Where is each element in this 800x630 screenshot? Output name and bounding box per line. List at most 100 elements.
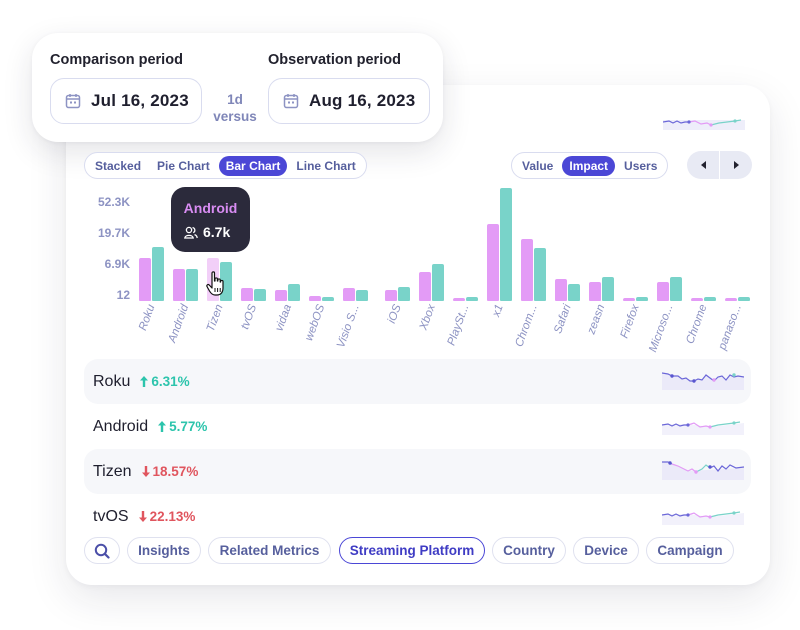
period-gap: 1d versus [209, 91, 261, 125]
tab-users[interactable]: Users [624, 158, 658, 173]
row-delta-value: 6.31% [151, 374, 190, 389]
row-delta-value: 22.13% [149, 509, 196, 524]
list-row-android[interactable]: Android 5.77% [84, 404, 751, 449]
bar-ios-comparison[interactable] [385, 290, 397, 301]
row-delta-value: 5.77% [169, 419, 208, 434]
search-icon [94, 543, 110, 559]
arrow-up-icon [140, 376, 149, 387]
list-row-tvos[interactable]: tvOS 22.13% [84, 494, 751, 539]
row-delta: 18.57% [141, 464, 199, 479]
comparison-date: Jul 16, 2023 [91, 91, 189, 110]
bar-microsoft-observation[interactable] [670, 277, 682, 301]
row-delta: 6.31% [140, 374, 190, 389]
row-name: Tizen [93, 462, 132, 480]
bar-roku-comparison[interactable] [139, 258, 151, 301]
bar-tvos-comparison[interactable] [241, 288, 253, 301]
y-tick: 52.3K [97, 195, 130, 209]
bar-panasonic-observation[interactable] [738, 297, 750, 301]
triangle-left-icon [700, 161, 706, 169]
bar-safari-observation[interactable] [568, 284, 580, 301]
calendar-icon [65, 94, 81, 109]
sparkline [662, 461, 744, 480]
tab-insights[interactable]: Insights [127, 537, 201, 564]
y-tick: 6.9K [104, 257, 130, 271]
tab-line-chart[interactable]: Line Chart [296, 158, 356, 173]
bar-chromecast-comparison[interactable] [521, 239, 533, 301]
bar-visio-observation[interactable] [356, 290, 368, 301]
bar-android-observation[interactable] [186, 269, 198, 301]
tooltip-title: Android [183, 200, 238, 216]
tooltip-value: 6.7k [203, 224, 231, 240]
prev-button[interactable] [687, 151, 719, 179]
row-name: tvOS [93, 507, 129, 525]
sparkline [663, 119, 745, 130]
bar-ios-observation[interactable] [398, 287, 410, 301]
bar-vidaa-comparison[interactable] [275, 290, 287, 301]
tab-related-metrics[interactable]: Related Metrics [208, 537, 331, 564]
list-row-tizen[interactable]: Tizen 18.57% [84, 449, 751, 494]
tab-device[interactable]: Device [573, 537, 639, 564]
bar-panasonic-comparison[interactable] [725, 298, 737, 301]
tab-bar-chart[interactable]: Bar Chart [218, 155, 288, 176]
period-selector: Comparison period Observation period Jul… [32, 33, 443, 142]
tab-stacked[interactable]: Stacked [95, 158, 142, 173]
row-delta-value: 18.57% [152, 464, 199, 479]
bar-chrome-observation[interactable] [704, 297, 716, 301]
bar-webos-observation[interactable] [322, 297, 334, 301]
triangle-right-icon [733, 161, 739, 169]
arrow-down-icon [138, 511, 147, 522]
bar-playstation-observation[interactable] [466, 297, 478, 301]
versus-label: versus [213, 109, 257, 124]
arrow-down-icon [141, 466, 150, 477]
bar-chromecast-observation[interactable] [534, 248, 546, 301]
bar-chrome-comparison[interactable] [691, 298, 703, 301]
tab-country[interactable]: Country [492, 537, 566, 564]
sparkline [662, 511, 744, 525]
hand-pointer-icon [206, 271, 224, 296]
chart-tooltip: Android 6.7k [171, 187, 250, 252]
comparison-date-field[interactable]: Jul 16, 2023 [50, 78, 202, 124]
sparkline [662, 372, 744, 390]
pagination-arrows [687, 151, 752, 179]
gap-value: 1d [227, 92, 243, 107]
search-button[interactable] [84, 537, 120, 564]
bar-tvos-observation[interactable] [254, 289, 266, 301]
row-delta: 22.13% [138, 509, 196, 524]
bar-zeasn-observation[interactable] [602, 277, 614, 301]
bar-xbox-comparison[interactable] [419, 272, 431, 301]
y-tick: 19.7K [97, 226, 130, 240]
bar-android-comparison[interactable] [173, 269, 185, 301]
tab-impact[interactable]: Impact [562, 155, 616, 176]
bar-vidaa-observation[interactable] [288, 284, 300, 301]
next-button[interactable] [719, 151, 752, 179]
tab-pie-chart[interactable]: Pie Chart [157, 158, 210, 173]
bar-firefox-observation[interactable] [636, 297, 648, 301]
arrow-up-icon [158, 421, 167, 432]
bar-visio-comparison[interactable] [343, 288, 355, 301]
bar-xbox-observation[interactable] [432, 264, 444, 301]
tab-campaign[interactable]: Campaign [646, 537, 734, 564]
bar-zeasn-comparison[interactable] [589, 282, 601, 301]
metric-tabs: Value Impact Users [511, 152, 669, 179]
calendar-icon [283, 94, 299, 109]
row-delta: 5.77% [158, 419, 207, 434]
bar-webos-comparison[interactable] [309, 296, 321, 301]
bar-firefox-comparison[interactable] [623, 298, 635, 301]
bar-safari-comparison[interactable] [555, 279, 567, 301]
tab-streaming-platform[interactable]: Streaming Platform [339, 537, 485, 564]
y-tick: 12 [116, 288, 130, 302]
bar-x1-comparison[interactable] [487, 224, 499, 301]
bar-roku-observation[interactable] [152, 247, 164, 301]
bar-microsoft-comparison[interactable] [657, 282, 669, 301]
comparison-period-label: Comparison period [50, 52, 183, 68]
row-name: Roku [93, 372, 131, 390]
bar-playstation-comparison[interactable] [453, 298, 465, 301]
observation-period-label: Observation period [268, 52, 401, 68]
list-row-roku[interactable]: Roku 6.31% [84, 359, 751, 404]
observation-date-field[interactable]: Aug 16, 2023 [268, 78, 430, 124]
sparkline [662, 421, 744, 435]
bar-x1-observation[interactable] [500, 188, 512, 301]
chart-type-tabs: Stacked Pie Chart Bar Chart Line Chart [84, 152, 367, 179]
tab-value[interactable]: Value [522, 158, 554, 173]
tooltip-value-wrap: 6.7k [184, 224, 230, 240]
